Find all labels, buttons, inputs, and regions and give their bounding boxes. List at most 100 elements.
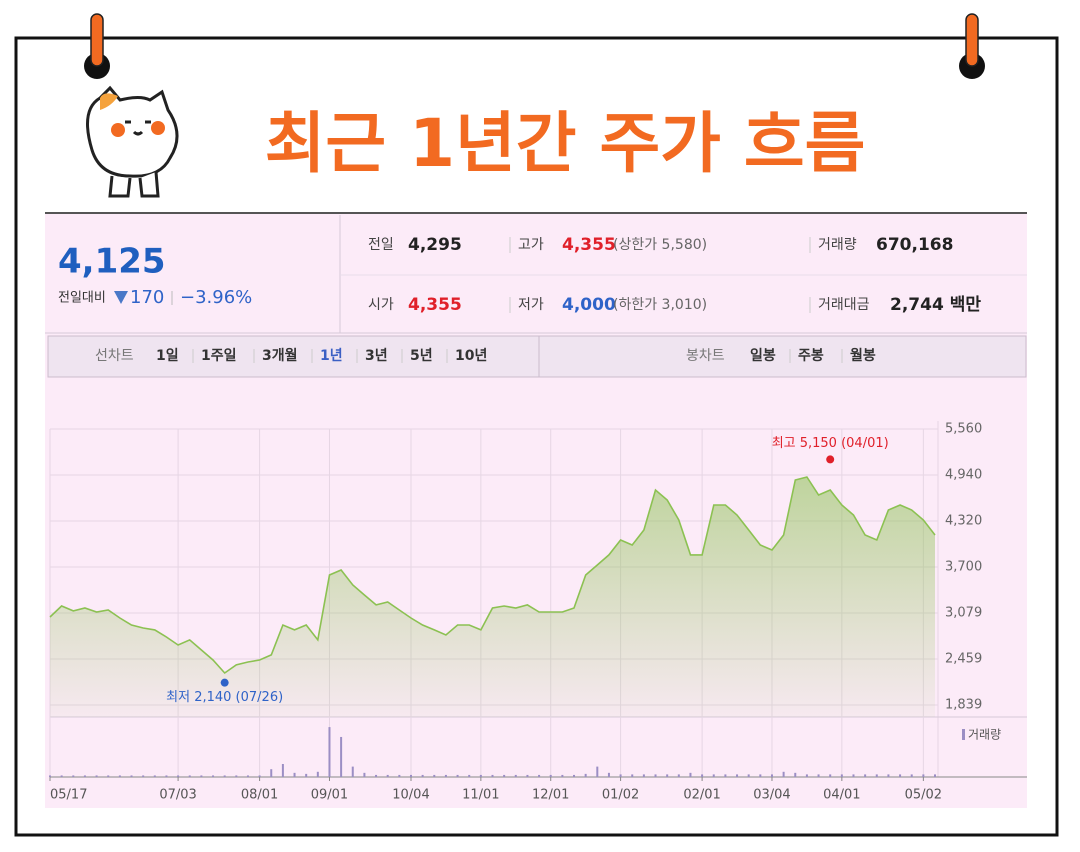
- volume-bar: [910, 774, 913, 777]
- volume-bar: [188, 775, 191, 777]
- field-value: 4,295: [408, 235, 462, 255]
- x-tick-label: 07/03: [159, 788, 196, 803]
- y-tick-label: 1,839: [945, 698, 982, 713]
- volume-bar: [386, 774, 389, 777]
- volume-bar: [235, 775, 238, 777]
- tab[interactable]: 3년: [365, 348, 388, 364]
- field-value: 670,168: [876, 235, 953, 255]
- volume-bar: [677, 774, 680, 777]
- change: 170: [130, 287, 164, 308]
- y-tick-label: 5,560: [945, 422, 982, 437]
- x-tick-label: 10/04: [392, 788, 429, 803]
- volume-bar: [153, 775, 156, 777]
- volume-bar: [503, 774, 506, 777]
- volume-bar: [875, 774, 878, 777]
- tab[interactable]: 일봉: [750, 348, 776, 364]
- volume-bar: [642, 774, 645, 777]
- tab[interactable]: 10년: [455, 348, 487, 364]
- volume-bar: [631, 774, 634, 777]
- field-label: 거래대금: [818, 297, 870, 313]
- volume-bar: [887, 774, 890, 777]
- x-tick-label: 09/01: [311, 788, 348, 803]
- volume-bar: [607, 772, 610, 777]
- tab-bar: [47, 335, 1027, 378]
- volume-bar: [130, 775, 133, 777]
- price-line: [49, 476, 936, 675]
- tab[interactable]: 3개월: [262, 347, 298, 364]
- tab[interactable]: 1년: [320, 348, 343, 364]
- volume-bar: [223, 775, 226, 777]
- volume-bar: [479, 774, 482, 777]
- tab[interactable]: 주봉: [798, 348, 824, 364]
- change-rate: −3.96%: [180, 287, 252, 308]
- volume-bar: [701, 774, 704, 777]
- volume-bar: [200, 775, 203, 777]
- volume-bar: [398, 774, 401, 777]
- volume-bar: [538, 774, 541, 777]
- volume-bar: [689, 772, 692, 777]
- volume-bar: [409, 774, 412, 777]
- volume-bar: [526, 774, 529, 777]
- volume-bar: [514, 774, 517, 777]
- y-tick-label: 4,320: [945, 513, 982, 528]
- volume-bar: [817, 774, 820, 777]
- volume-bar: [456, 774, 459, 777]
- field-label: 고가: [518, 237, 544, 253]
- volume-bar: [363, 772, 366, 777]
- field-value: 2,744 백만: [890, 295, 981, 315]
- volume-bar: [840, 774, 843, 777]
- x-tick-label: 02/01: [683, 788, 720, 803]
- down-arrow: [114, 291, 128, 304]
- volume-bar: [759, 774, 762, 777]
- volume-bar: [805, 774, 808, 777]
- tab-group-label: 선차트: [95, 348, 134, 364]
- volume-bar: [72, 775, 75, 777]
- field-value: 4,355: [562, 235, 616, 255]
- x-tick-label: 01/02: [602, 788, 639, 803]
- x-tick-label: 04/01: [823, 788, 860, 803]
- legend-swatch: [962, 729, 965, 740]
- volume-bar: [584, 773, 587, 777]
- volume-bar: [351, 766, 354, 777]
- tab[interactable]: 1일: [156, 348, 179, 364]
- x-tick-label: 12/01: [532, 788, 569, 803]
- price: 4,125: [58, 242, 166, 282]
- volume-bar: [666, 774, 669, 777]
- tab-group-label: 봉차트: [686, 348, 725, 364]
- volume-bar: [421, 774, 424, 777]
- x-tick-label: 08/01: [241, 788, 278, 803]
- volume-bar: [246, 775, 249, 777]
- volume-bar: [107, 775, 110, 777]
- volume-bar: [724, 774, 727, 777]
- volume-bar: [561, 774, 564, 777]
- tab[interactable]: 1주일: [201, 348, 237, 364]
- field-value: 4,000: [562, 295, 616, 315]
- annotation-label: 최고 5,150 (04/01): [772, 436, 889, 451]
- page-title: 최근 1년간 주가 흐름: [265, 105, 866, 182]
- volume-bar: [165, 775, 168, 777]
- field-label: 저가: [518, 297, 544, 313]
- y-tick-label: 3,700: [945, 559, 982, 574]
- volume-bar: [794, 772, 797, 777]
- x-tick-label: 05/17: [50, 788, 87, 803]
- y-tick-label: 4,940: [945, 467, 982, 482]
- legend-label: 거래량: [968, 728, 1001, 742]
- x-tick-label: 11/01: [462, 788, 499, 803]
- y-tick-label: 3,079: [945, 606, 982, 621]
- volume-bar: [258, 775, 261, 777]
- volume-bar: [736, 774, 739, 777]
- volume-bar: [782, 771, 785, 777]
- field-label: 전일: [368, 237, 394, 253]
- volume-bar: [654, 774, 657, 777]
- tab[interactable]: 월봉: [850, 347, 876, 364]
- volume-bar: [712, 774, 715, 777]
- tab[interactable]: 5년: [410, 348, 433, 364]
- volume-bar: [433, 774, 436, 777]
- volume-bar: [619, 774, 622, 777]
- field-limit: (상한가 5,580): [613, 237, 707, 253]
- volume-bar: [747, 774, 750, 777]
- y-tick-label: 2,459: [945, 652, 982, 667]
- volume-bar: [864, 774, 867, 777]
- volume-bar: [491, 774, 494, 777]
- volume-bar: [281, 764, 284, 777]
